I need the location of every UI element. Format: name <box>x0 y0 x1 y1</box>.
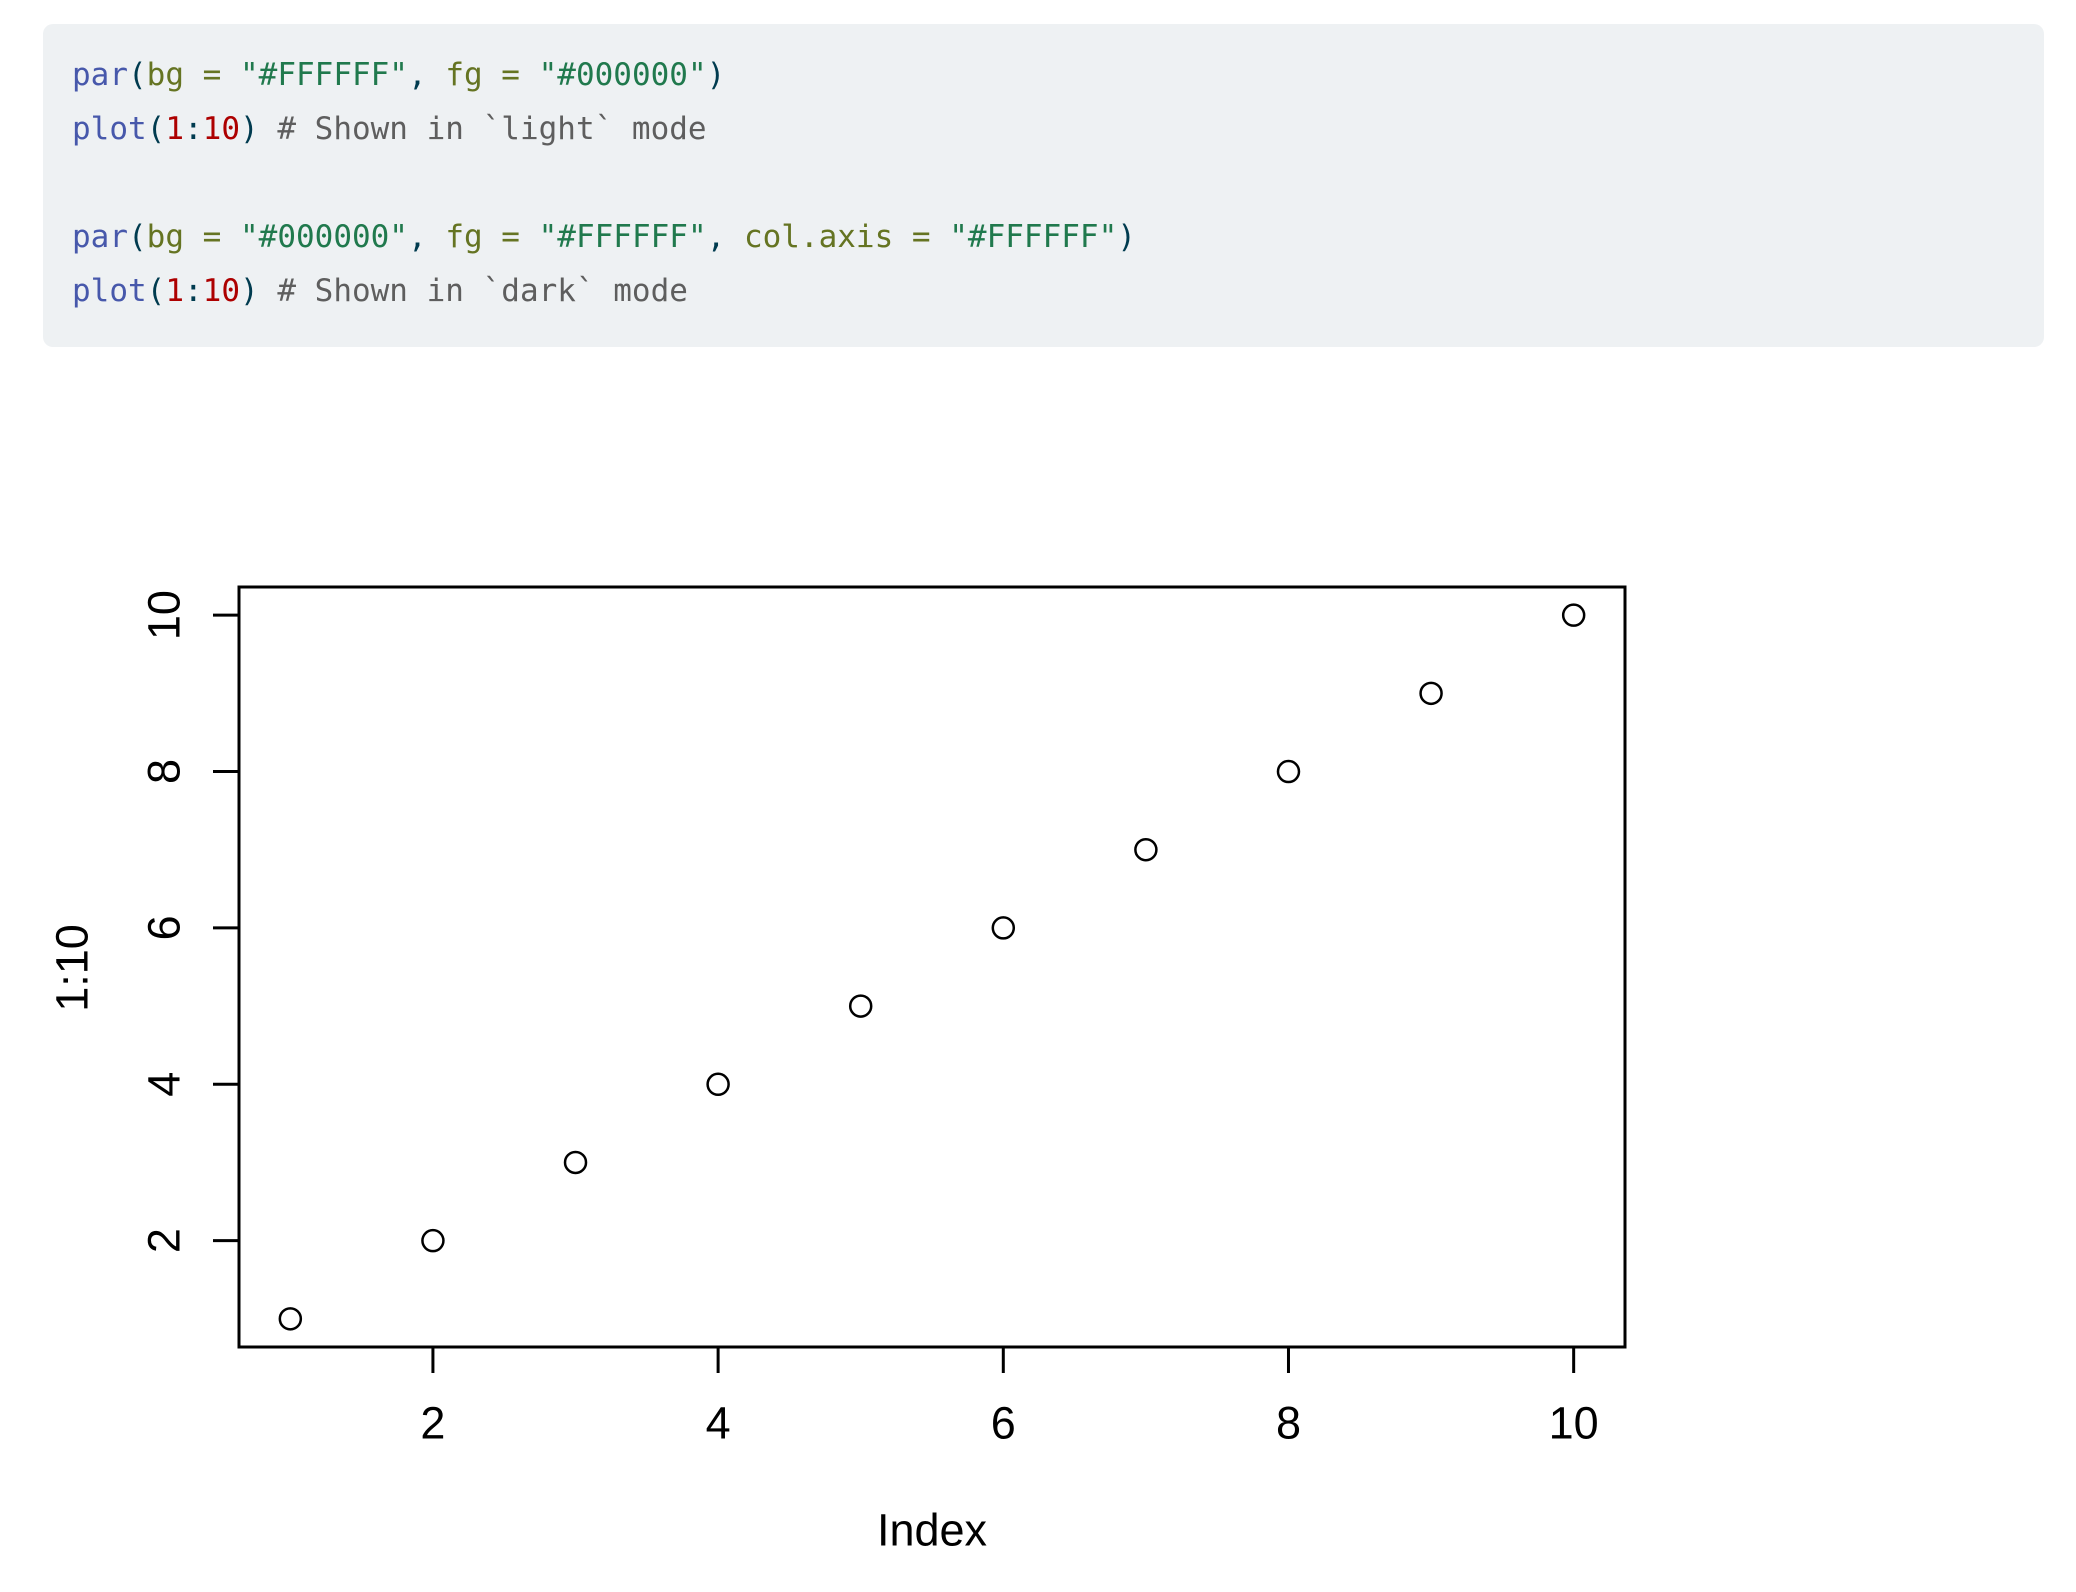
data-point <box>1561 603 1586 627</box>
code-token-dv: 10 <box>202 111 240 147</box>
y-tick-label: 2 <box>139 1228 190 1253</box>
x-tick-label: 2 <box>420 1398 445 1449</box>
code-token-co: # Shown in `dark` mode <box>277 273 688 309</box>
code-token-st: "#FFFFFF" <box>240 57 408 93</box>
code-token-ot: ( <box>146 111 166 147</box>
code-token-ot: , <box>407 57 446 93</box>
code-token-ot: ( <box>146 273 166 309</box>
code-token-dv: 1 <box>165 273 184 309</box>
code-token-ot: ) <box>706 57 726 93</box>
y-tick-label: 6 <box>139 915 190 940</box>
code-token-ot: : <box>184 111 203 147</box>
code-token-co: # Shown in `light` mode <box>277 111 707 147</box>
code-token-ot: ( <box>128 219 147 255</box>
code-token-st: "#000000" <box>240 219 408 255</box>
code-token-at: fg = <box>445 219 520 255</box>
code-token-dv: 10 <box>202 273 240 309</box>
code-token-ot: , <box>407 219 446 255</box>
code-token-fu: plot <box>72 111 147 147</box>
x-tick-label: 10 <box>1549 1398 1599 1449</box>
code-token-fu: plot <box>72 273 147 309</box>
data-point <box>848 994 873 1018</box>
code-token-ot: ) <box>240 273 278 309</box>
data-point <box>421 1228 445 1253</box>
code-token-fu: par <box>72 57 128 93</box>
y-tick-label: 4 <box>139 1072 190 1097</box>
data-point <box>278 1307 303 1331</box>
code-token-ot: ) <box>1117 219 1136 255</box>
code-token-ot: : <box>184 273 203 309</box>
code-token-at: fg = <box>445 57 520 93</box>
code-line: par(bg = "#000000", fg = "#FFFFFF", col.… <box>72 210 2015 264</box>
data-point <box>1419 681 1443 706</box>
code-block: par(bg = "#FFFFFF", fg = "#000000") plot(… <box>43 24 2044 347</box>
x-tick-label: 6 <box>991 1398 1016 1449</box>
code-token-st: "#FFFFFF" <box>538 219 707 255</box>
code-token-at: col.axis = <box>743 219 931 255</box>
plot-box <box>237 585 1627 1349</box>
code-token-dv: 1 <box>165 111 184 147</box>
code-line: plot(1:10) # Shown in `dark` mode <box>72 264 2015 318</box>
y-axis-title: 1:10 <box>47 924 98 1012</box>
data-point <box>1276 759 1301 784</box>
data-point <box>563 1150 588 1175</box>
code-token-ot: ) <box>240 111 278 147</box>
code-token-at: bg = <box>146 219 222 255</box>
x-tick-label: 8 <box>1276 1398 1301 1449</box>
x-tick-label: 4 <box>706 1398 731 1449</box>
x-axis-title: Index <box>877 1505 988 1556</box>
data-point <box>991 916 1016 940</box>
code-token-fu: par <box>72 219 128 255</box>
code-line: plot(1:10) # Shown in `light` mode <box>72 102 2015 156</box>
y-tick-label: 8 <box>139 759 190 784</box>
code-token-st: "#FFFFFF" <box>949 219 1118 255</box>
data-point <box>1134 837 1158 862</box>
code-token-st: "#000000" <box>538 57 707 93</box>
code-token-ot: , <box>706 219 744 255</box>
y-tick-label: 10 <box>139 590 190 640</box>
data-point <box>706 1072 730 1097</box>
code-token-ot: ( <box>128 57 147 93</box>
code-line: par(bg = "#FFFFFF", fg = "#000000") <box>72 48 2015 102</box>
code-token-at: bg = <box>146 57 222 93</box>
